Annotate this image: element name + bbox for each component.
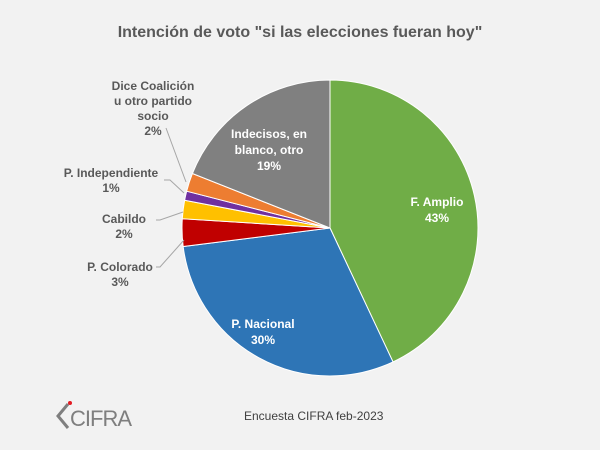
label-colorado-value: 3% [111,275,129,289]
label-independiente-value: 1% [102,181,120,195]
label-coalicion-line1: Dice Coalición [111,79,195,93]
source-note: Encuesta CIFRA feb-2023 [244,409,384,423]
label-independiente-name: P. Independiente [63,166,159,180]
logo-text: CIFRA [70,406,132,431]
leader-line-independiente [164,179,185,194]
label-coalicion: Dice Coalición u otro partido socio 2% [98,79,208,139]
label-indecisos-line2: blanco, otro [234,143,304,157]
pie-slice-f-amplio [329,79,479,363]
leader-line-colorado [156,239,185,268]
label-indecisos-line1: Indecisos, en [230,127,308,141]
label-amplio: F. Amplio 43% [402,194,472,226]
label-indecisos-value: 19% [256,159,282,173]
label-cabildo: Cabildo 2% [94,212,154,242]
label-nacional: P. Nacional 30% [218,316,308,348]
chart-title: Intención de voto "si las elecciones fue… [117,24,483,41]
logo-chevron [56,403,70,429]
label-cabildo-value: 2% [115,227,133,241]
label-amplio-name: F. Amplio [410,195,464,209]
label-coalicion-line3: socio [137,109,169,123]
label-amplio-value: 43% [424,211,450,225]
cifra-logo: CIFRA [56,401,133,431]
label-cabildo-name: Cabildo [102,212,146,226]
pie-slice-p-nacional [182,227,394,377]
leader-line-cabildo [156,211,184,221]
leader-line-coalicion [165,127,187,183]
label-coalicion-value: 2% [144,124,162,138]
label-indecisos: Indecisos, en blanco, otro 19% [224,126,314,174]
label-independiente: P. Independiente 1% [56,166,166,196]
pie-slice-indecisos-en-blanco-otro [191,79,331,229]
label-nacional-name: P. Nacional [231,317,295,331]
label-coalicion-line2: u otro partido [114,94,192,108]
logo-dot [68,401,72,405]
label-colorado: P. Colorado 3% [80,260,160,290]
label-colorado-name: P. Colorado [87,260,153,274]
label-nacional-value: 30% [250,333,276,347]
